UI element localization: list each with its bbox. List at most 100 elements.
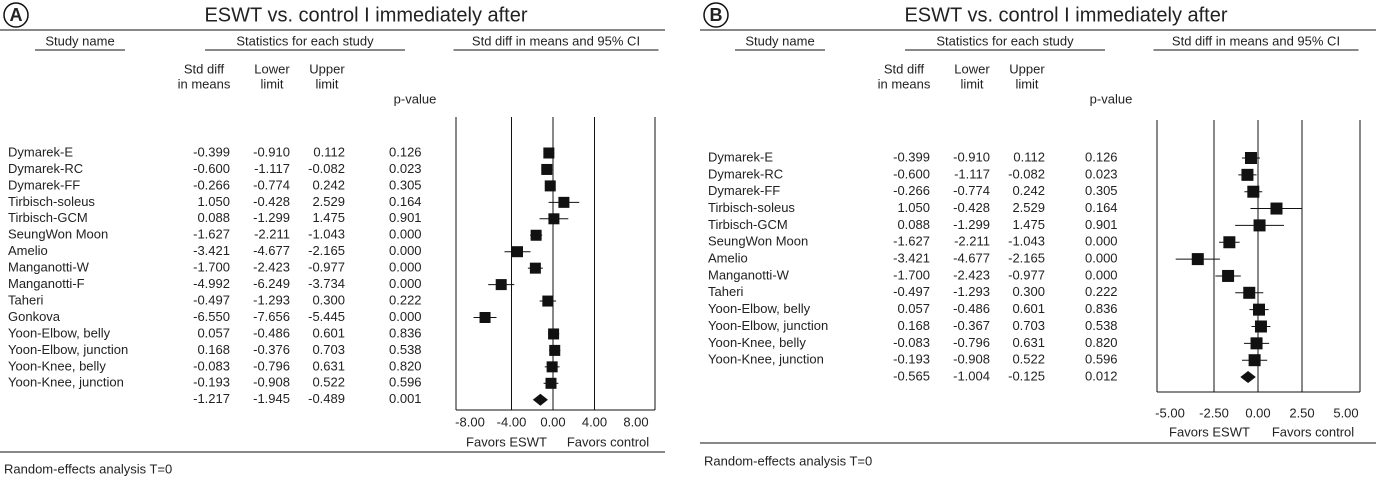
- lower-limit: -2.423: [253, 260, 290, 275]
- lower-limit: -0.774: [253, 177, 290, 192]
- column-header: Lower: [954, 61, 990, 76]
- lower-limit: -0.486: [253, 325, 290, 340]
- column-group-header: Study name: [745, 33, 814, 48]
- x-tick-label: -2.50: [1199, 405, 1229, 420]
- upper-limit: -0.977: [1008, 267, 1045, 282]
- pooled-diamond: [532, 393, 548, 406]
- lower-limit: -1.004: [953, 368, 990, 383]
- lower-limit: -0.376: [253, 342, 290, 357]
- p-value: 0.305: [389, 177, 422, 192]
- lower-limit: -0.910: [253, 144, 290, 159]
- upper-limit: 0.112: [313, 144, 345, 159]
- lower-limit: -1.117: [254, 161, 290, 176]
- p-value: 0.222: [389, 292, 422, 307]
- lower-limit: -2.211: [254, 227, 290, 242]
- std-diff: -0.193: [193, 375, 230, 390]
- upper-limit: 0.601: [312, 325, 345, 340]
- upper-limit: -2.165: [1008, 251, 1045, 266]
- x-tick-label: 2.50: [1289, 405, 1314, 420]
- study-name: Dymarek-E: [708, 149, 773, 164]
- std-diff: -0.565: [893, 368, 930, 383]
- std-diff: -1.217: [193, 391, 230, 406]
- p-value: 0.000: [389, 243, 422, 258]
- std-diff: -0.083: [893, 335, 930, 350]
- p-value: 0.000: [389, 260, 422, 275]
- column-header: limit: [260, 76, 283, 91]
- std-diff: -0.193: [893, 352, 930, 367]
- lower-limit: -1.299: [953, 217, 990, 232]
- lower-limit: -4.677: [253, 243, 290, 258]
- x-tick-label: -8.00: [455, 414, 485, 429]
- effect-square: [548, 328, 560, 340]
- study-name: Manganotti-W: [8, 260, 90, 275]
- upper-limit: 2.529: [1012, 200, 1045, 215]
- study-name: Taheri: [8, 292, 44, 307]
- std-diff: -1.627: [893, 234, 930, 249]
- chart-title: ESWT vs. control I immediately after: [204, 4, 527, 26]
- chart-title: ESWT vs. control I immediately after: [904, 4, 1227, 26]
- effect-square: [544, 180, 556, 192]
- column-header: in means: [878, 76, 931, 91]
- upper-limit: 0.631: [312, 358, 345, 373]
- column-header: Lower: [254, 61, 290, 76]
- column-header: p-value: [1090, 91, 1133, 106]
- effect-square: [1253, 219, 1266, 232]
- x-axis-label: Favors ESWT: [466, 434, 547, 449]
- panel-badge: [703, 2, 729, 28]
- study-name: Tirbisch-GCM: [708, 217, 788, 232]
- effect-square: [1254, 320, 1267, 333]
- p-value: 0.000: [1085, 251, 1118, 266]
- upper-limit: -5.445: [308, 309, 345, 324]
- std-diff: -0.266: [193, 177, 230, 192]
- lower-limit: -6.249: [253, 276, 290, 291]
- p-value: 0.126: [389, 144, 422, 159]
- lower-limit: -4.677: [953, 251, 990, 266]
- upper-limit: 1.475: [1012, 217, 1045, 232]
- p-value: 0.000: [389, 276, 422, 291]
- upper-limit: 0.300: [1012, 284, 1045, 299]
- effect-square: [1248, 354, 1261, 367]
- lower-limit: -0.428: [953, 200, 990, 215]
- p-value: 0.000: [389, 227, 422, 242]
- study-name: Yoon-Knee, junction: [8, 375, 124, 390]
- study-name: Yoon-Elbow, junction: [8, 342, 128, 357]
- effect-square: [1253, 303, 1266, 316]
- effect-square: [1244, 152, 1257, 164]
- lower-limit: -0.796: [953, 335, 990, 350]
- study-name: Dymarek-FF: [708, 183, 780, 198]
- p-value: 0.820: [1085, 335, 1118, 350]
- std-diff: -0.600: [193, 161, 230, 176]
- effect-square: [1223, 236, 1236, 249]
- study-name: Yoon-Elbow, junction: [708, 318, 828, 333]
- upper-limit: 0.242: [312, 177, 345, 192]
- p-value: 0.305: [1085, 183, 1118, 198]
- lower-limit: -0.774: [953, 183, 990, 198]
- p-value: 0.012: [1085, 368, 1118, 383]
- lower-limit: -0.367: [953, 318, 990, 333]
- std-diff: -1.627: [193, 227, 230, 242]
- study-name: Yoon-Knee, belly: [708, 335, 806, 350]
- x-tick-label: 8.00: [623, 414, 648, 429]
- panel-label: A: [10, 5, 23, 25]
- effect-square: [542, 295, 554, 307]
- effect-square: [558, 196, 570, 208]
- lower-limit: -2.423: [953, 267, 990, 282]
- p-value: 0.001: [389, 391, 422, 406]
- lower-limit: -1.945: [253, 391, 290, 406]
- study-name: Yoon-Knee, belly: [8, 358, 106, 373]
- study-name: Tirbisch-GCM: [8, 210, 88, 225]
- std-diff: -0.497: [193, 292, 230, 307]
- lower-limit: -1.293: [253, 292, 290, 307]
- std-diff: 1.050: [197, 194, 230, 209]
- std-diff: 0.057: [897, 301, 930, 316]
- std-diff: -1.700: [893, 267, 930, 282]
- p-value: 0.596: [1085, 352, 1118, 367]
- panel-label: B: [710, 5, 723, 25]
- p-value: 0.222: [1085, 284, 1118, 299]
- upper-limit: 0.522: [312, 375, 345, 390]
- upper-limit: -0.125: [1008, 368, 1045, 383]
- effect-square: [512, 246, 524, 258]
- effect-square: [1191, 253, 1204, 266]
- lower-limit: -1.117: [954, 166, 990, 181]
